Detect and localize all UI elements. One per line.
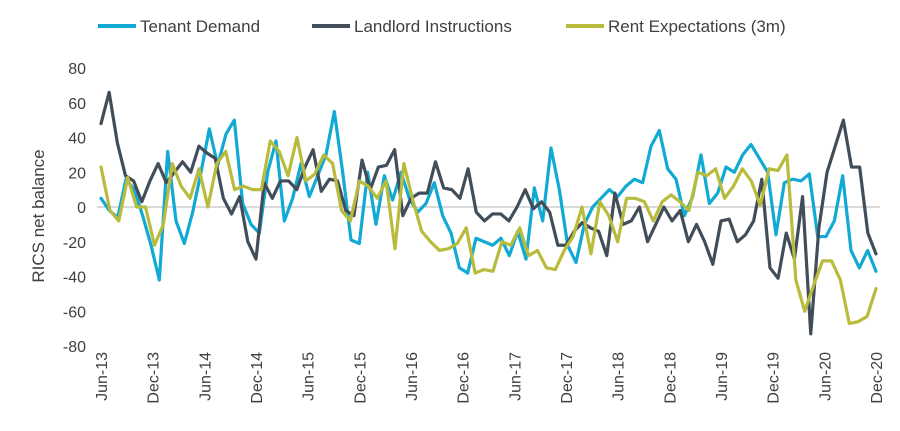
y-tick-label: 20 <box>68 165 86 182</box>
x-tick-label: Jun-14 <box>197 352 214 401</box>
series-line-landlord-instructions <box>99 90 878 336</box>
legend-label: Tenant Demand <box>140 17 260 36</box>
x-tick-label: Dec-19 <box>766 352 783 404</box>
y-tick-label: -20 <box>63 235 86 252</box>
x-axis-ticks: Jun-13 Dec-13 Jun-14 Dec-14 Jun-15 Dec-15 Jun-… <box>94 352 886 404</box>
legend: Tenant Demand Landlord Instructions Rent E… <box>98 17 786 36</box>
series-line-tenant-demand <box>99 109 878 282</box>
x-tick-label: Jun-15 <box>301 352 318 401</box>
legend-label: Landlord Instructions <box>354 17 512 36</box>
x-tick-label: Dec-15 <box>352 352 369 404</box>
x-tick-label: Jun-17 <box>507 352 524 401</box>
y-tick-label: 60 <box>68 96 86 113</box>
series-lines <box>99 90 878 336</box>
y-tick-label: 0 <box>77 200 86 217</box>
x-tick-label: Jun-18 <box>611 352 628 401</box>
x-tick-label: Dec-14 <box>249 352 266 404</box>
x-tick-label: Jun-16 <box>404 352 421 401</box>
x-tick-label: Jun-19 <box>714 352 731 401</box>
legend-label: Rent Expectations (3m) <box>608 17 786 36</box>
x-tick-label: Dec-20 <box>869 352 886 404</box>
x-tick-label: Dec-13 <box>146 352 163 404</box>
x-tick-label: Dec-16 <box>456 352 473 404</box>
y-tick-label: -40 <box>63 270 86 287</box>
y-axis-title: RICS net balance <box>29 149 48 282</box>
y-tick-label: 40 <box>68 131 86 148</box>
series-line-rent-expectations-3m <box>99 135 878 326</box>
y-tick-label: -80 <box>63 339 86 356</box>
y-tick-label: -60 <box>63 304 86 321</box>
x-tick-label: Jun-20 <box>817 352 834 401</box>
y-tick-label: 80 <box>68 61 86 78</box>
y-axis-ticks: 80 60 40 20 0 -20 -40 -60 -80 <box>63 61 86 356</box>
x-tick-label: Dec-18 <box>662 352 679 404</box>
x-tick-label: Dec-17 <box>559 352 576 404</box>
x-tick-label: Jun-13 <box>94 352 111 401</box>
